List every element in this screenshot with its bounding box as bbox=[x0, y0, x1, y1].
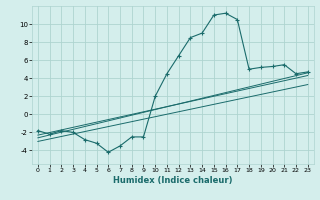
X-axis label: Humidex (Indice chaleur): Humidex (Indice chaleur) bbox=[113, 176, 233, 185]
